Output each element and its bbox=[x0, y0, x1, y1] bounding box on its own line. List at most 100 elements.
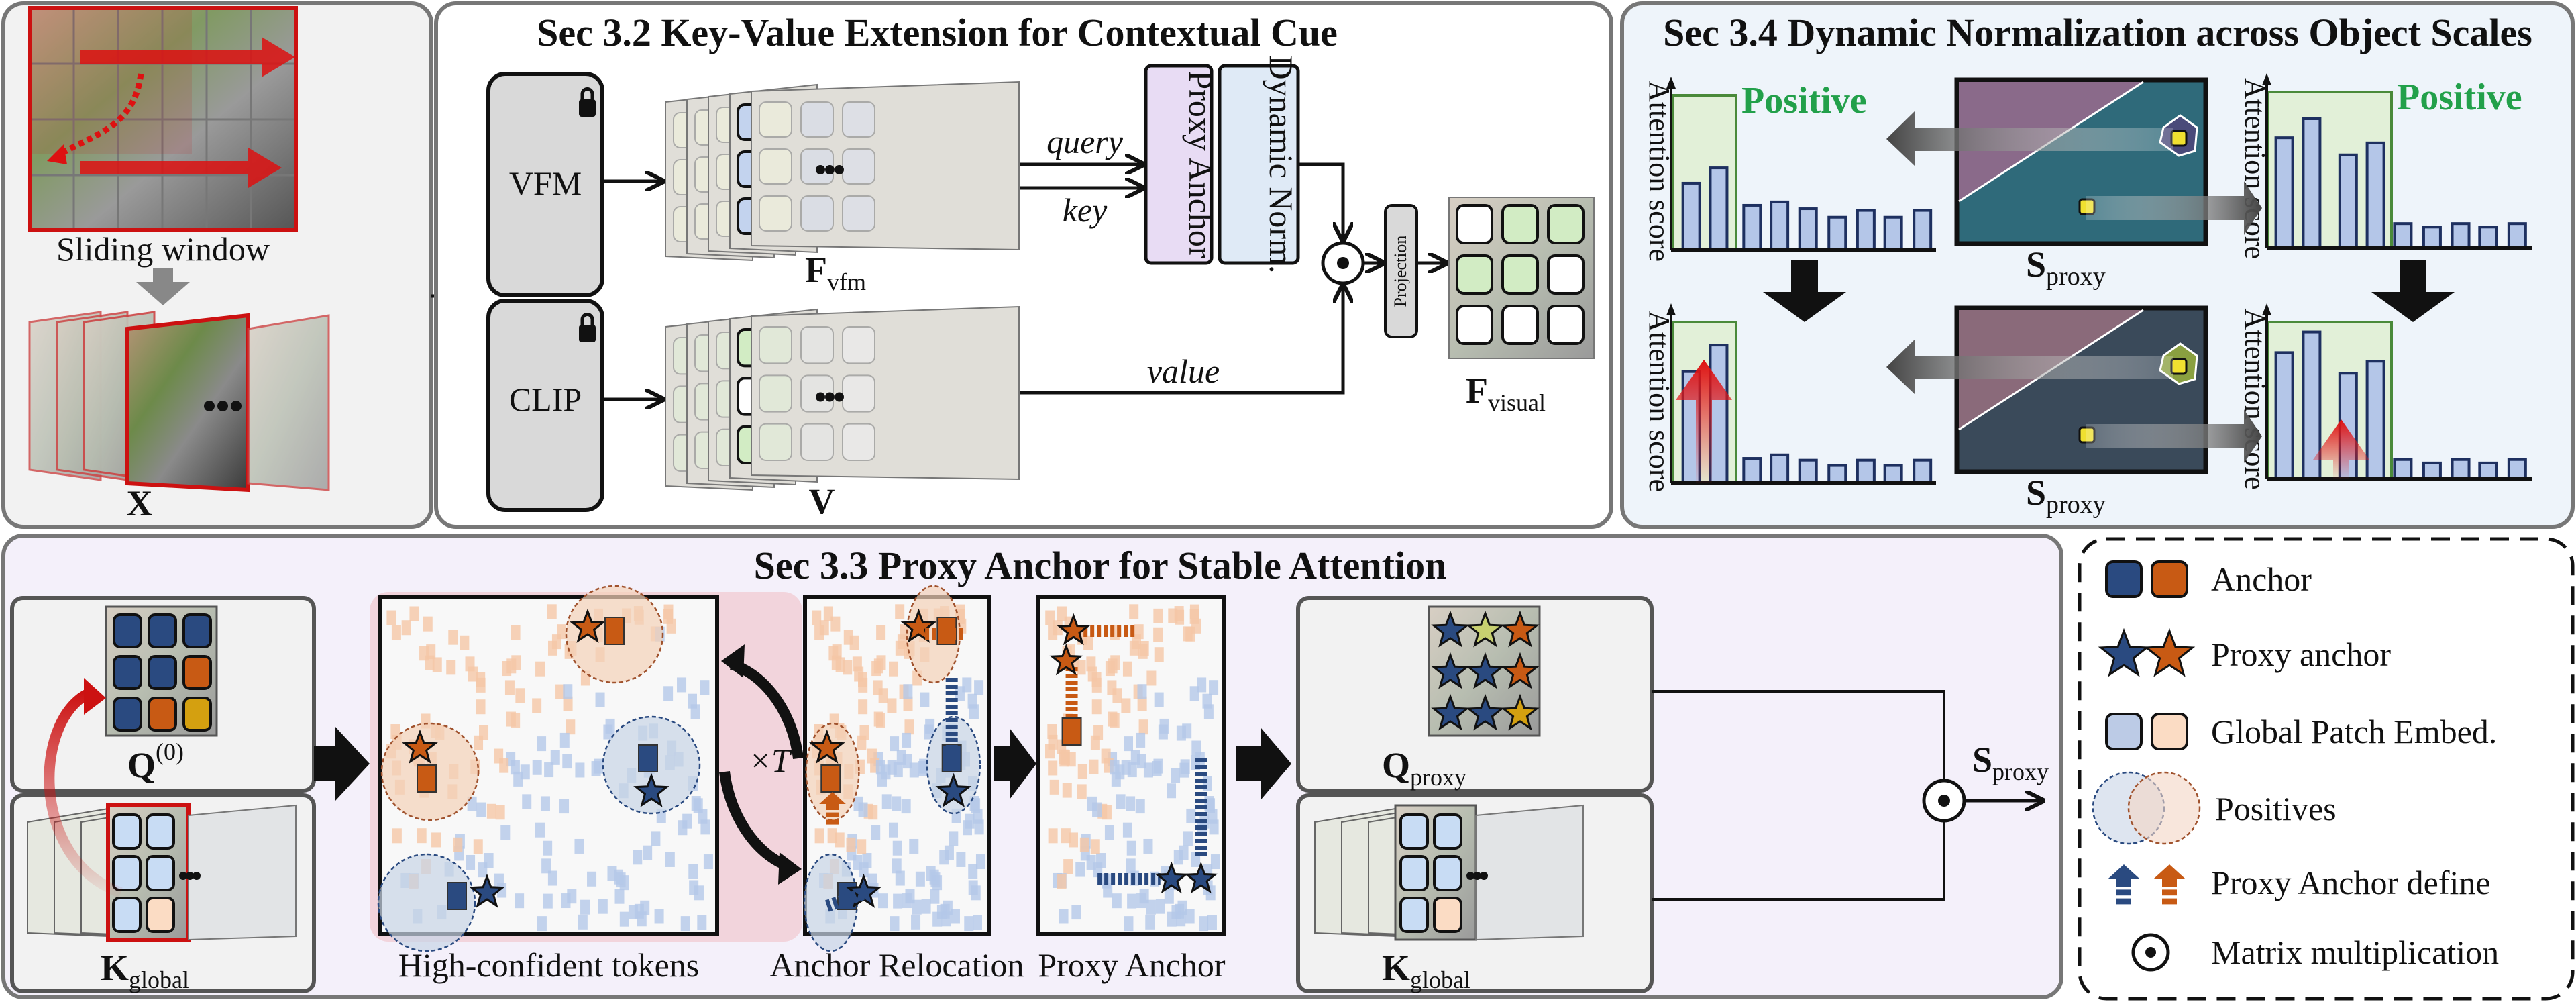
patch-token bbox=[890, 736, 900, 752]
q-proxy-grid bbox=[1428, 605, 1541, 737]
patch-token bbox=[688, 693, 698, 709]
patch-token bbox=[1107, 680, 1117, 695]
k-global-label: Kglobal bbox=[101, 948, 189, 993]
patch-token bbox=[925, 718, 935, 734]
patch-token bbox=[1049, 779, 1059, 795]
proxy-anchor-define-arrow-icon bbox=[2107, 864, 2186, 905]
projection-label: Projection bbox=[1391, 236, 1410, 307]
key-token bbox=[112, 855, 142, 891]
patch-token bbox=[842, 148, 875, 185]
patch-token bbox=[1110, 712, 1120, 728]
anchor-token bbox=[447, 882, 467, 910]
patch-token bbox=[614, 889, 625, 904]
attention-bar bbox=[1827, 464, 1847, 485]
attention-bar bbox=[2422, 461, 2442, 480]
ellipsis-dot bbox=[1466, 872, 1474, 880]
patch-token bbox=[1199, 916, 1209, 932]
patch-token bbox=[511, 625, 521, 640]
attention-chart-top-right: Attention score Positive bbox=[2239, 73, 2532, 259]
key-token bbox=[1433, 855, 1462, 891]
attention-bar bbox=[1709, 166, 1729, 251]
patch-token bbox=[504, 680, 515, 695]
patch-token bbox=[814, 828, 824, 844]
query-token bbox=[182, 613, 212, 648]
patch-token bbox=[677, 677, 687, 693]
patch-token bbox=[401, 620, 411, 636]
proxy-anchor-star-icon bbox=[1501, 652, 1540, 689]
patch-token bbox=[511, 712, 521, 728]
patch-token bbox=[890, 916, 900, 932]
patch-token bbox=[1077, 784, 1087, 799]
patch-token bbox=[423, 616, 433, 632]
patch-token bbox=[915, 871, 925, 887]
patch-token bbox=[1143, 838, 1153, 854]
patch-token bbox=[495, 805, 505, 820]
slide-right-arrow-icon bbox=[80, 37, 295, 77]
patch-token bbox=[1116, 794, 1126, 809]
patch-token bbox=[693, 798, 703, 813]
matrix-multiplication-icon bbox=[1321, 241, 1365, 285]
patch-token bbox=[520, 764, 530, 780]
patch-token bbox=[1173, 850, 1183, 865]
patch-token bbox=[929, 869, 939, 885]
anchor-relocation-box bbox=[803, 585, 991, 952]
attention-bar bbox=[2422, 226, 2442, 249]
patch-token bbox=[1143, 762, 1153, 778]
boost-arrow-icon bbox=[1676, 360, 1732, 483]
arrow-dash bbox=[2162, 889, 2177, 896]
proxy-anchor-star-icon bbox=[1466, 693, 1505, 731]
arrow-dash bbox=[826, 819, 839, 825]
patch-token bbox=[547, 640, 557, 656]
iteration-loop-arrows bbox=[719, 644, 804, 885]
proxy-anchor-star-icon bbox=[2098, 628, 2196, 677]
proxy-anchor-label: Proxy Anchor bbox=[1182, 70, 1220, 258]
attention-bar bbox=[1856, 209, 1876, 251]
proxy-anchor-star-icon bbox=[808, 729, 845, 764]
patch-token bbox=[1129, 640, 1139, 656]
patch-token bbox=[1126, 840, 1136, 856]
arrow-dash bbox=[2116, 889, 2131, 896]
patch-token bbox=[510, 760, 520, 775]
patch-token bbox=[909, 838, 919, 854]
patch-token bbox=[812, 610, 822, 625]
patch-token bbox=[1124, 916, 1134, 932]
attention-bar bbox=[2451, 458, 2471, 480]
legend-label: Anchor bbox=[2211, 560, 2312, 598]
patch-token bbox=[688, 864, 698, 879]
patch-token bbox=[842, 423, 875, 462]
legend-label: Global Patch Embed. bbox=[2211, 713, 2497, 750]
q-proxy-label: Qproxy bbox=[1382, 745, 1466, 791]
patch-token bbox=[1456, 254, 1493, 295]
patch-token bbox=[614, 869, 624, 885]
patch-token bbox=[1155, 899, 1165, 914]
window-crops-stack bbox=[28, 311, 330, 493]
patch-token bbox=[587, 871, 597, 887]
patch-token bbox=[1186, 808, 1196, 823]
axis-arrow-icon bbox=[2262, 303, 2271, 315]
patch-token bbox=[605, 718, 615, 734]
patch-token bbox=[425, 655, 435, 670]
patch-token bbox=[1136, 732, 1146, 748]
patch-token bbox=[1103, 883, 1113, 898]
patch-token bbox=[950, 909, 960, 924]
patch-token bbox=[964, 916, 974, 932]
query-token bbox=[113, 613, 142, 648]
patch-token bbox=[901, 799, 911, 814]
patch-token bbox=[392, 828, 402, 844]
sliding-window-caption: Sliding window bbox=[56, 230, 270, 268]
proxy-anchor-block: Proxy Anchor bbox=[1144, 64, 1220, 265]
patch-token bbox=[968, 864, 978, 879]
patch-token bbox=[448, 630, 458, 645]
matrix-multiplication-icon bbox=[1922, 779, 1966, 823]
patch-token bbox=[1138, 719, 1148, 735]
patch-token bbox=[1089, 759, 1099, 774]
matrix-multiplication-icon bbox=[2131, 933, 2170, 972]
patch-token bbox=[550, 750, 560, 765]
patch-token bbox=[532, 698, 542, 713]
sliding-window-panel: Sliding window X bbox=[1, 1, 433, 529]
patch-token bbox=[1045, 610, 1055, 625]
patch-token bbox=[1547, 305, 1585, 345]
patch-token bbox=[800, 326, 834, 364]
patch-token bbox=[1138, 644, 1148, 659]
query-token bbox=[182, 697, 212, 732]
